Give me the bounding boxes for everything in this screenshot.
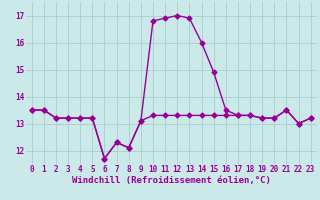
X-axis label: Windchill (Refroidissement éolien,°C): Windchill (Refroidissement éolien,°C): [72, 176, 271, 185]
